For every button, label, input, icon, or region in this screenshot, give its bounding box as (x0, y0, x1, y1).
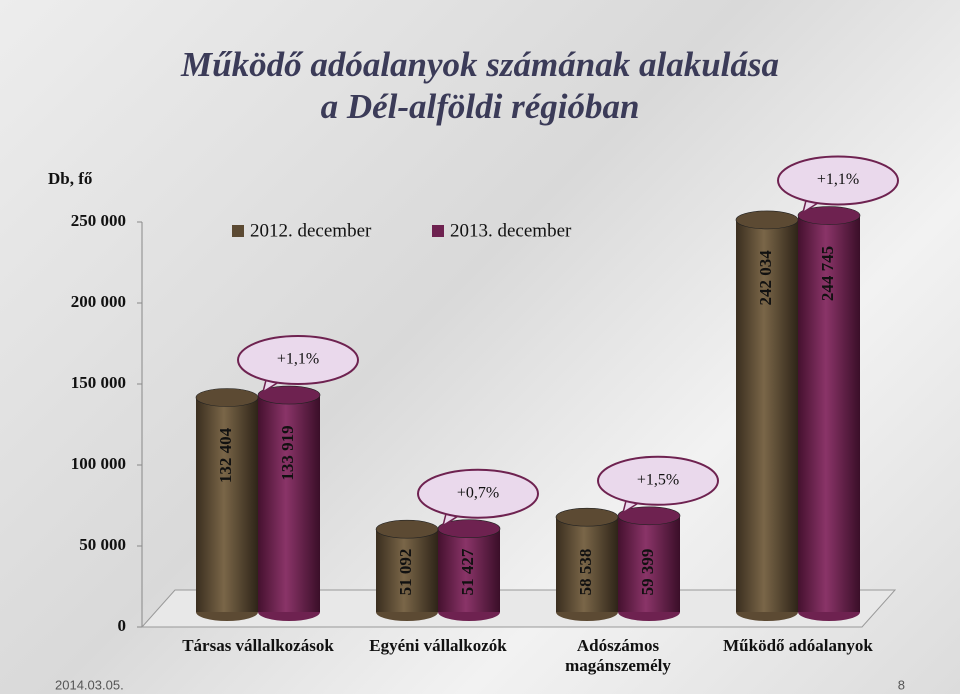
cylinder-top (555, 507, 619, 527)
cylinder-top (735, 210, 799, 230)
value-label: 132 404 (216, 427, 235, 483)
cylinder (797, 206, 861, 621)
date: 2014.03.05. (55, 677, 124, 692)
callout (777, 155, 899, 206)
cylinder (735, 210, 799, 621)
title-line: Működő adóalanyok számának alakulása (180, 45, 779, 84)
value-label: 242 034 (756, 250, 775, 306)
bar (438, 528, 500, 612)
cylinder (617, 506, 681, 621)
value-label: 244 745 (818, 246, 837, 301)
x-tick-label: Adószámos magánszemély (565, 636, 671, 675)
x-tick-label: Társas vállalkozások (182, 636, 334, 655)
cylinder-top (797, 206, 861, 225)
change-label: +1,5% (637, 471, 679, 488)
y-tick-label: 100 000 (71, 454, 126, 473)
bar (556, 517, 618, 612)
cylinder (555, 507, 619, 621)
value-label: 51 427 (458, 548, 477, 595)
y-tick-label: 0 (118, 616, 127, 635)
bar (196, 397, 258, 612)
change-label: +1,1% (277, 351, 319, 368)
x-tick-label: Működő adóalanyok (723, 636, 873, 655)
y-axis-label: Db, fő (48, 169, 93, 188)
value-label: 133 919 (278, 425, 297, 480)
callout (417, 468, 539, 519)
bar (736, 219, 798, 613)
cylinder-top (257, 385, 321, 405)
bar (618, 515, 680, 612)
value-label: 51 092 (396, 549, 415, 596)
change-label: +0,7% (457, 484, 499, 501)
cylinder (375, 519, 439, 621)
value-label: 58 538 (576, 549, 595, 596)
y-tick-label: 250 000 (71, 211, 126, 230)
legend-label: 2012. december (250, 220, 372, 241)
value-label: 59 399 (638, 549, 657, 596)
y-tick-label: 50 000 (79, 535, 126, 554)
cylinder (437, 519, 501, 621)
y-tick-label: 150 000 (71, 373, 126, 392)
bar (376, 529, 438, 612)
bar (258, 395, 320, 612)
cylinder-top (437, 519, 501, 538)
floor (140, 589, 897, 628)
x-tick-label: Egyéni vállalkozók (369, 636, 507, 655)
legend-swatch (432, 225, 444, 237)
y-tick-label: 200 000 (71, 292, 126, 311)
cylinder-top (195, 388, 259, 407)
title-line: a Dél-alföldi régióban (321, 87, 640, 126)
legend-swatch (232, 225, 244, 237)
legend-label: 2013. december (450, 220, 572, 241)
change-label: +1,1% (817, 171, 859, 188)
page-number: 8 (898, 677, 905, 692)
bar (798, 215, 860, 612)
cylinder-top (375, 519, 439, 539)
cylinder (257, 385, 321, 621)
callout (597, 455, 719, 506)
cylinder (195, 388, 259, 621)
cylinder-top (617, 506, 681, 526)
callout (237, 335, 359, 386)
